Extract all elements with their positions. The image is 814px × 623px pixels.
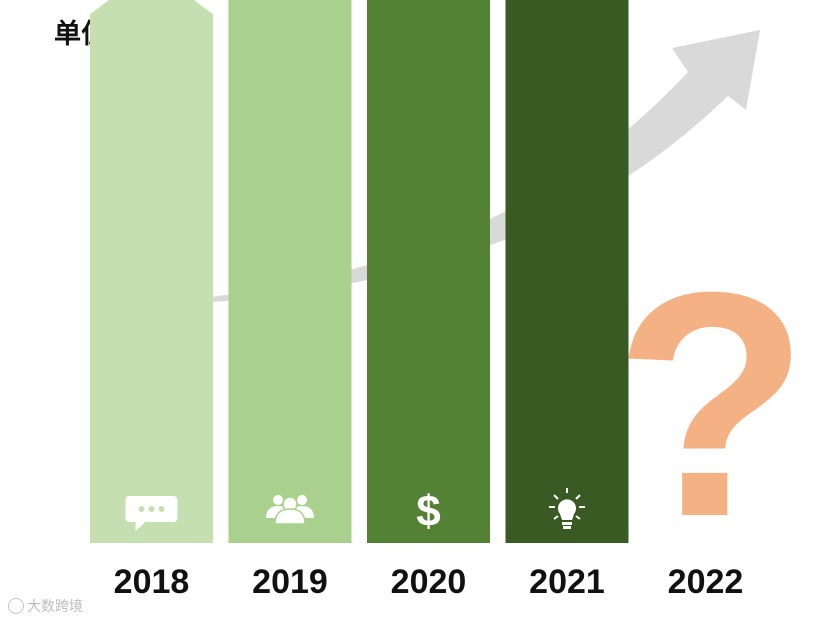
dollar-icon: $ (416, 487, 440, 536)
lightbulb-icon (549, 488, 585, 529)
svg-text:$: $ (416, 487, 440, 536)
watermark-logo-icon (8, 598, 24, 614)
category-label-2020: 2020 (391, 563, 467, 601)
people-group-icon (266, 495, 314, 525)
bar-2018 (90, 0, 213, 543)
bar-2020 (367, 0, 490, 543)
bar-2019 (228, 0, 352, 543)
category-label-2018: 2018 (114, 563, 190, 601)
category-label-2021: 2021 (529, 563, 605, 601)
unknown-value-marker: ? (614, 225, 809, 583)
category-label-2019: 2019 (252, 563, 328, 601)
watermark: 大数跨境 (8, 596, 83, 616)
watermark-text: 大数跨境 (27, 599, 83, 615)
category-label-2022: 2022 (668, 563, 744, 601)
bar-2021 (505, 0, 629, 543)
chat-bubble-icon (125, 496, 178, 531)
